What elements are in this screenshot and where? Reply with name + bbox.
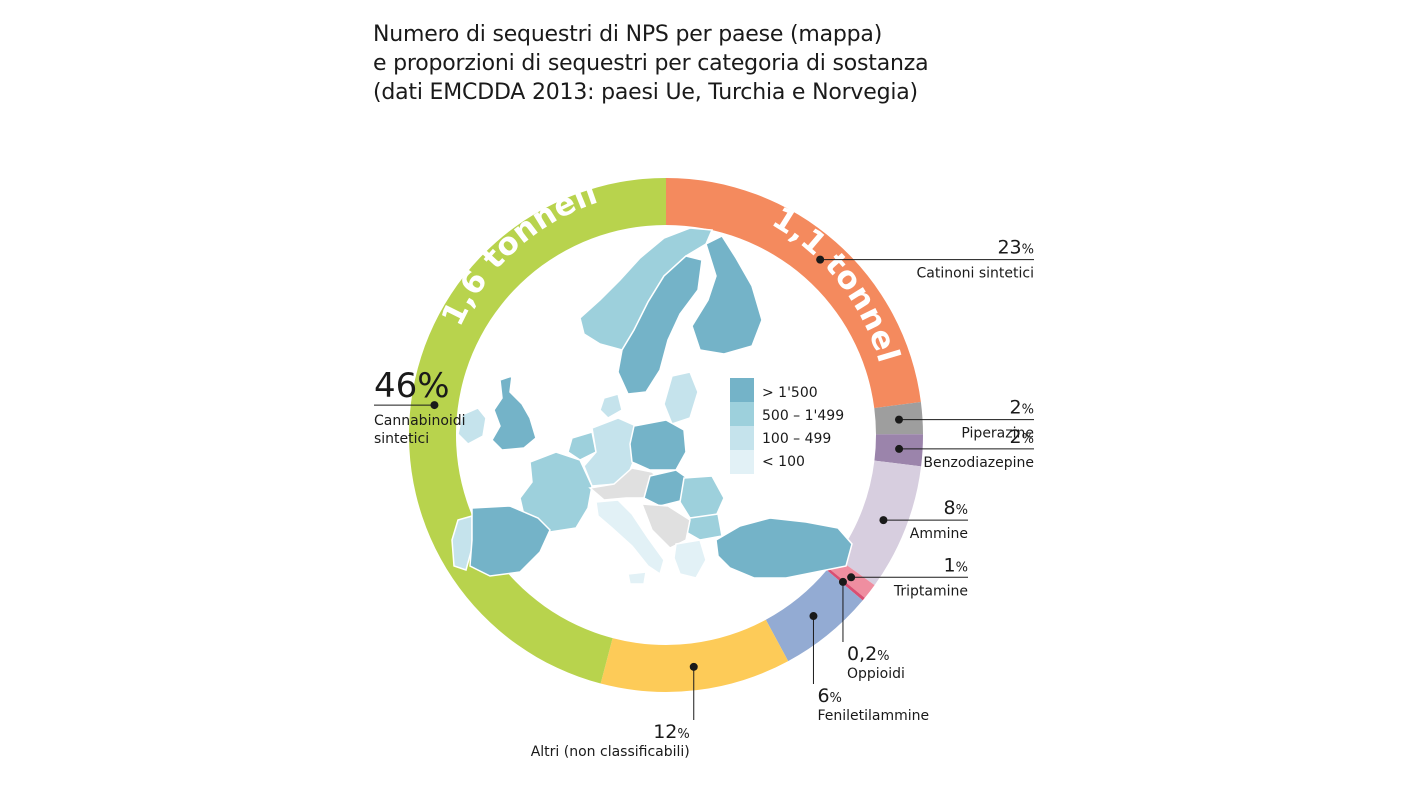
map-country <box>491 374 537 451</box>
map-country <box>567 431 597 461</box>
slice-name: Triptamine <box>893 583 968 599</box>
donut-slice <box>666 178 921 409</box>
slice-percent: 6% <box>817 685 841 707</box>
legend-swatch <box>730 378 754 402</box>
map-country <box>579 227 714 351</box>
slice-name: Altri (non classificabili) <box>531 744 690 760</box>
slice-name: Piperazine <box>961 426 1034 442</box>
slice-labels: 23%Catinoni sintetici2%Piperazine2%Benzo… <box>374 237 1034 760</box>
map-country <box>469 505 551 577</box>
slice-percent: 0,2% <box>847 643 890 665</box>
slice-percent: 8% <box>944 497 968 519</box>
title-line-3: (dati EMCDDA 2013: paesi Ue, Turchia e N… <box>373 80 918 105</box>
legend-swatch <box>730 450 754 474</box>
slice-percent: 1% <box>944 554 968 576</box>
legend-swatch <box>730 426 754 450</box>
map-country <box>519 451 593 533</box>
map-country <box>617 255 703 395</box>
title-line-1: Numero di sequestri di NPS per paese (ma… <box>373 22 883 47</box>
legend-label: 500 – 1'499 <box>762 408 844 424</box>
map-country <box>715 517 853 579</box>
slice-name: Benzodiazepine <box>923 455 1034 471</box>
map-country <box>685 513 723 541</box>
map-country <box>679 475 725 519</box>
donut-slice <box>600 619 789 692</box>
slice-percent: 2% <box>1010 426 1034 448</box>
donut-slice <box>836 460 922 586</box>
slice-percent: 2% <box>1010 397 1034 419</box>
slice-percent: 46% <box>374 366 450 406</box>
map-country <box>640 503 691 549</box>
slice-name: Oppioidi <box>847 666 905 682</box>
legend-label: > 1'500 <box>762 385 818 401</box>
map-country <box>627 571 647 585</box>
map-country <box>595 499 665 576</box>
legend-swatch <box>730 402 754 426</box>
legend-label: 100 – 499 <box>762 431 831 447</box>
europe-map <box>451 227 853 585</box>
map-country <box>599 393 623 419</box>
legend-label: < 100 <box>762 454 805 470</box>
map-country <box>691 235 763 355</box>
slice-name: Cannabinoidi sintetici <box>374 413 466 447</box>
title-line-2: e proporzioni di sequestri per categoria… <box>373 51 929 76</box>
map-country <box>663 371 699 425</box>
map-country <box>629 419 687 471</box>
slice-name: Catinoni sintetici <box>916 266 1034 282</box>
map-country <box>673 539 707 579</box>
map-legend: > 1'500 500 – 1'499 100 – 499 < 100 <box>730 378 844 474</box>
slice-name: Ammine <box>910 526 968 542</box>
slice-name: Feniletilammine <box>817 708 929 724</box>
map-country <box>457 407 487 445</box>
slice-percent: 23% <box>997 237 1034 259</box>
slice-percent: 12% <box>653 721 690 743</box>
chart-title: Numero di sequestri di NPS per paese (ma… <box>373 20 929 107</box>
